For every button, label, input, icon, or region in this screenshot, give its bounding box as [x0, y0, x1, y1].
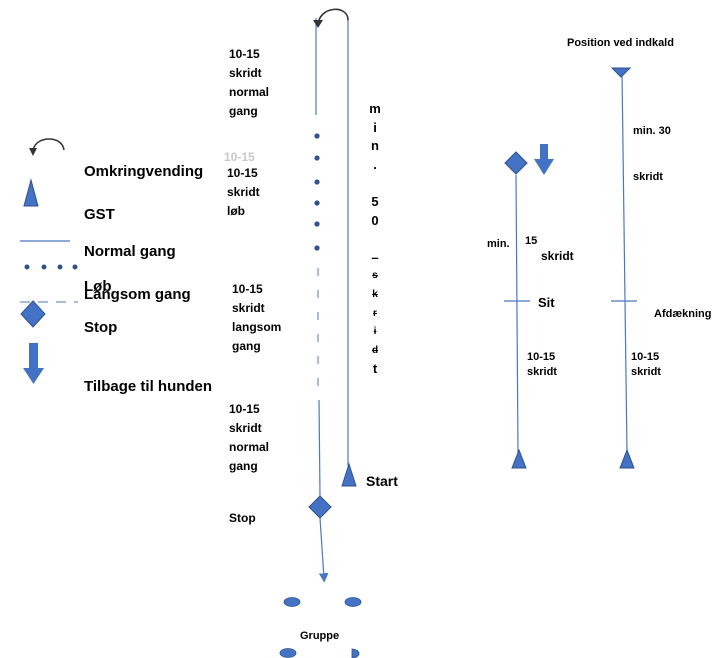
down-column	[610, 67, 637, 469]
sit-marker-label: Sit	[538, 295, 555, 310]
sit-after-unit: skridt	[527, 366, 557, 378]
down-after-value: 10-15	[631, 351, 660, 363]
course-u-turn-icon	[313, 8, 349, 28]
run-dots	[314, 133, 320, 251]
sit-after-value: 10-15	[527, 351, 556, 363]
legend-triangle-icon	[23, 178, 39, 207]
sit-column	[504, 144, 554, 469]
slow-label: 10-15 skridt langsom gang	[232, 282, 282, 353]
vertical-distance-label: m i n . 5 0 – s k r i d t	[369, 101, 381, 377]
course-path	[314, 17, 349, 583]
down-min-value: min. 30	[633, 125, 671, 137]
run-label-overlap: 10-15	[224, 150, 255, 164]
legend-label-stop: Stop	[84, 319, 118, 336]
group-label: Gruppe	[300, 630, 340, 642]
legend-label-omkringvending: Omkringvending	[84, 163, 204, 180]
start-label: Start	[366, 473, 398, 489]
legend-down-arrow-icon	[23, 343, 44, 384]
group-ellipses	[279, 597, 362, 658]
stop-diamond	[308, 495, 332, 519]
legend-diamond-icon	[20, 300, 46, 328]
down-min-unit: skridt	[633, 171, 663, 183]
sit-min-value: 15	[525, 235, 538, 247]
normal-top-label: 10-15 skridt normal gang	[229, 47, 270, 118]
start-triangle	[341, 462, 357, 487]
legend-u-turn-icon	[29, 138, 65, 156]
normal-bottom-label: 10-15 skridt normal gang	[229, 402, 270, 473]
legend-label-gst: GST	[84, 206, 115, 223]
legend-label-lob: Løb	[84, 278, 112, 295]
run-label: 10-15 skridt løb	[227, 166, 260, 218]
legend-label-langsom-gang: Langsom gang	[84, 286, 191, 303]
legend-label-tilbage: Tilbage til hunden	[84, 378, 213, 395]
down-after-unit: skridt	[631, 366, 661, 378]
stop-label: Stop	[229, 511, 256, 525]
positions-title: Position ved indkald	[567, 37, 674, 49]
sit-min-unit: skridt	[541, 249, 574, 263]
legend-dotted-line-icon	[24, 264, 78, 270]
down-marker-label: Afdækning	[654, 308, 712, 320]
sit-min-label: min.	[487, 238, 510, 250]
legend-label-normal-gang: Normal gang	[84, 243, 176, 260]
